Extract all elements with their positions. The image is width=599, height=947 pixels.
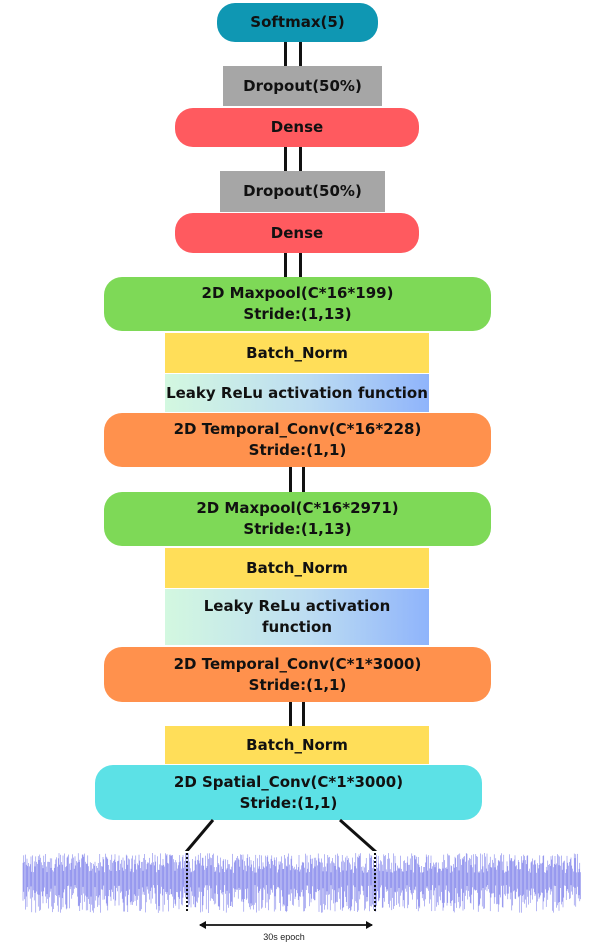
connector-tconv-maxpool-left [289, 467, 292, 492]
dense-label: Dense [270, 118, 324, 136]
dropout-layer-1: Dropout(50%) [223, 66, 382, 106]
dense-label: Dense [270, 223, 324, 242]
leaky-relu-label: Leaky ReLu activation function [166, 383, 428, 402]
batch-norm-label: Batch_Norm [246, 343, 348, 362]
connector-tconv-batchnorm-right [302, 702, 305, 726]
epoch-label: 30s epoch [263, 932, 305, 942]
stride-label: Stride:(1,1) [248, 675, 347, 694]
connector-dense-dropout-right [299, 147, 302, 171]
batch-norm-layer-2: Batch_Norm [165, 548, 429, 588]
connector-tconv-maxpool-right [302, 467, 305, 492]
spatial-conv-layer: 2D Spatial_Conv(C*1*3000) Stride:(1,1) [95, 765, 482, 820]
batch-norm-layer-3: Batch_Norm [165, 726, 429, 764]
stride-label: Stride:(1,13) [243, 305, 352, 323]
connector-tconv-batchnorm-left [289, 702, 292, 726]
batch-norm-label: Batch_Norm [246, 558, 348, 577]
leaky-relu-label-line1: Leaky ReLu activation [203, 597, 391, 615]
temporal-conv-layer-1: 2D Temporal_Conv(C*16*228) Stride:(1,1) [104, 413, 491, 467]
leaky-relu-layer-2: Leaky ReLu activation function [165, 589, 429, 645]
dropout-label: Dropout(50%) [243, 76, 362, 95]
softmax-layer: Softmax(5) [217, 3, 378, 42]
maxpool-label: 2D Maxpool(C*16*2971) [196, 499, 399, 517]
connector-dense-maxpool-right [299, 253, 302, 277]
dropout-layer-2: Dropout(50%) [220, 171, 385, 212]
funnel-line-left [184, 819, 215, 853]
funnel-line-right [339, 818, 377, 854]
temporal-conv-layer-2: 2D Temporal_Conv(C*1*3000) Stride:(1,1) [104, 647, 491, 702]
softmax-label: Softmax(5) [250, 13, 345, 31]
temporal-conv-label: 2D Temporal_Conv(C*16*228) [173, 420, 422, 438]
batch-norm-layer-1: Batch_Norm [165, 333, 429, 373]
dense-layer-1: Dense [175, 108, 419, 147]
stride-label: Stride:(1,1) [248, 441, 347, 459]
maxpool-layer-1: 2D Maxpool(C*16*199) Stride:(1,13) [104, 277, 491, 331]
maxpool-layer-2: 2D Maxpool(C*16*2971) Stride:(1,13) [104, 492, 491, 546]
connector-softmax-dropout-left [284, 42, 287, 66]
temporal-conv-label: 2D Temporal_Conv(C*1*3000) [173, 654, 422, 673]
maxpool-label: 2D Maxpool(C*16*199) [201, 284, 394, 302]
stride-label: Stride:(1,1) [239, 793, 338, 812]
dense-layer-2: Dense [175, 213, 419, 253]
leaky-relu-label-line2: function [261, 618, 333, 636]
spatial-conv-label: 2D Spatial_Conv(C*1*3000) [173, 772, 404, 791]
signal-trace [22, 853, 581, 913]
connector-dense-dropout-left [284, 147, 287, 171]
batch-norm-label: Batch_Norm [246, 735, 348, 754]
dropout-label: Dropout(50%) [243, 182, 362, 200]
stride-label: Stride:(1,13) [243, 520, 352, 538]
signal-path [22, 853, 581, 913]
connector-dense-maxpool-left [284, 253, 287, 277]
leaky-relu-layer-1: Leaky ReLu activation function [165, 374, 429, 412]
connector-softmax-dropout-right [299, 42, 302, 66]
